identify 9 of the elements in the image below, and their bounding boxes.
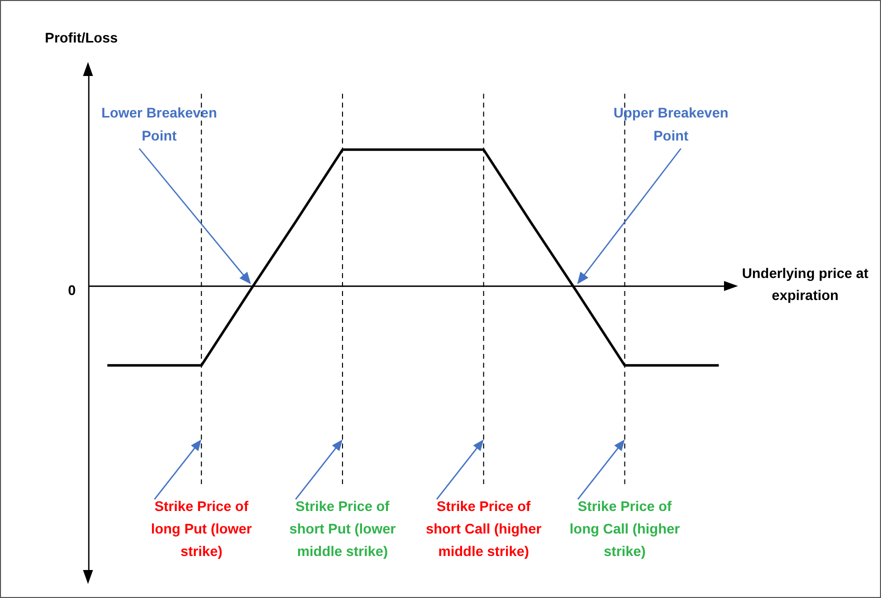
x-tick-label: Strike Price of long Put (lower strike) xyxy=(150,498,252,559)
x-tick-label: Strike Price of short Call (higher middle strike) xyxy=(426,498,542,559)
text: 0 xyxy=(68,282,76,298)
text: Lower Breakeven Point xyxy=(101,104,217,144)
text: Upper Breakeven Point xyxy=(614,104,728,144)
text: Profit/Loss xyxy=(44,30,118,46)
x-tick-label: Strike Price of short Put (lower middle strike) xyxy=(289,498,396,559)
x-axis-title: Underlying price at expiration xyxy=(742,265,869,304)
x-tick-label: Strike Price of long Call (higher strike) xyxy=(570,498,680,559)
